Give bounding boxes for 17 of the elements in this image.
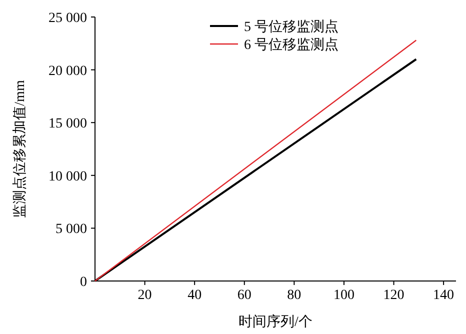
y-tick-label: 25 000 — [48, 11, 87, 26]
y-tick-label: 0 — [80, 275, 87, 290]
x-tick-label: 60 — [237, 288, 252, 303]
y-tick-label: 10 000 — [48, 169, 87, 184]
x-tick-label: 40 — [188, 288, 202, 303]
y-axis-title: 监测点位移累加值/mm — [12, 80, 28, 218]
x-tick-label: 120 — [383, 288, 404, 303]
y-tick-label: 20 000 — [48, 64, 87, 79]
y-tick-label: 15 000 — [48, 116, 87, 132]
legend-label: 6 号位移监测点 — [244, 37, 338, 53]
x-tick-label: 140 — [433, 288, 454, 303]
x-axis-title: 时间序列/个 — [238, 314, 312, 330]
legend-label: 5 号位移监测点 — [244, 19, 338, 35]
x-tick-label: 20 — [138, 288, 152, 303]
x-tick-label: 80 — [287, 288, 302, 303]
y-tick-label: 5 000 — [56, 222, 87, 238]
x-tick-label: 100 — [333, 288, 354, 303]
